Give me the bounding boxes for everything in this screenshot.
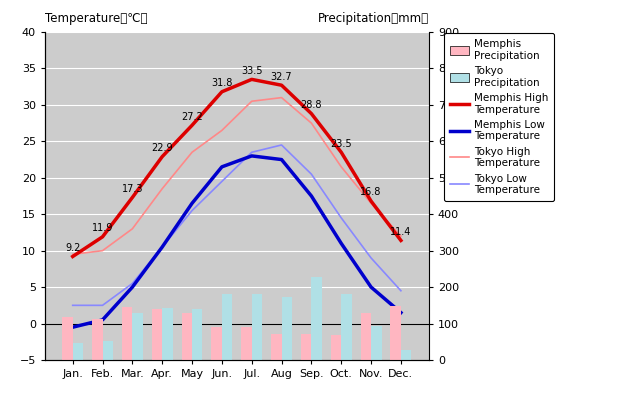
Text: 17.3: 17.3 (122, 184, 143, 194)
Bar (341, 294, 351, 360)
Bar (182, 313, 192, 360)
Bar (222, 294, 232, 360)
Legend: Memphis
Precipitation, Tokyo
Precipitation, Memphis High
Temperature, Memphis Lo: Memphis Precipitation, Tokyo Precipitati… (444, 33, 554, 201)
Text: 16.8: 16.8 (360, 188, 381, 198)
Bar (102, 341, 113, 360)
Text: Temperature（℃）: Temperature（℃） (45, 12, 147, 26)
Text: 22.9: 22.9 (152, 143, 173, 153)
Text: 23.5: 23.5 (330, 139, 352, 149)
Text: 11.4: 11.4 (390, 227, 412, 237)
Bar (371, 326, 381, 360)
Bar (241, 327, 252, 360)
Bar (301, 334, 312, 360)
Bar (162, 308, 173, 360)
Text: Precipitation（mm）: Precipitation（mm） (317, 12, 429, 26)
Text: 27.2: 27.2 (181, 112, 203, 122)
Bar (192, 309, 202, 360)
Bar (312, 277, 322, 360)
Bar (282, 297, 292, 360)
Bar (152, 309, 162, 360)
Text: 33.5: 33.5 (241, 66, 262, 76)
Text: 11.9: 11.9 (92, 223, 113, 233)
Bar (401, 350, 412, 360)
Text: 9.2: 9.2 (65, 243, 81, 253)
Text: 32.7: 32.7 (271, 72, 292, 82)
Bar (390, 306, 401, 360)
Text: 28.8: 28.8 (301, 100, 322, 110)
Bar (122, 307, 132, 360)
Bar (360, 313, 371, 360)
Bar (73, 342, 83, 360)
Bar (271, 334, 282, 360)
Bar (331, 335, 341, 360)
Bar (92, 319, 102, 360)
Bar (252, 294, 262, 360)
Text: 31.8: 31.8 (211, 78, 232, 88)
Bar (62, 317, 73, 360)
Bar (211, 327, 222, 360)
Bar (132, 313, 143, 360)
